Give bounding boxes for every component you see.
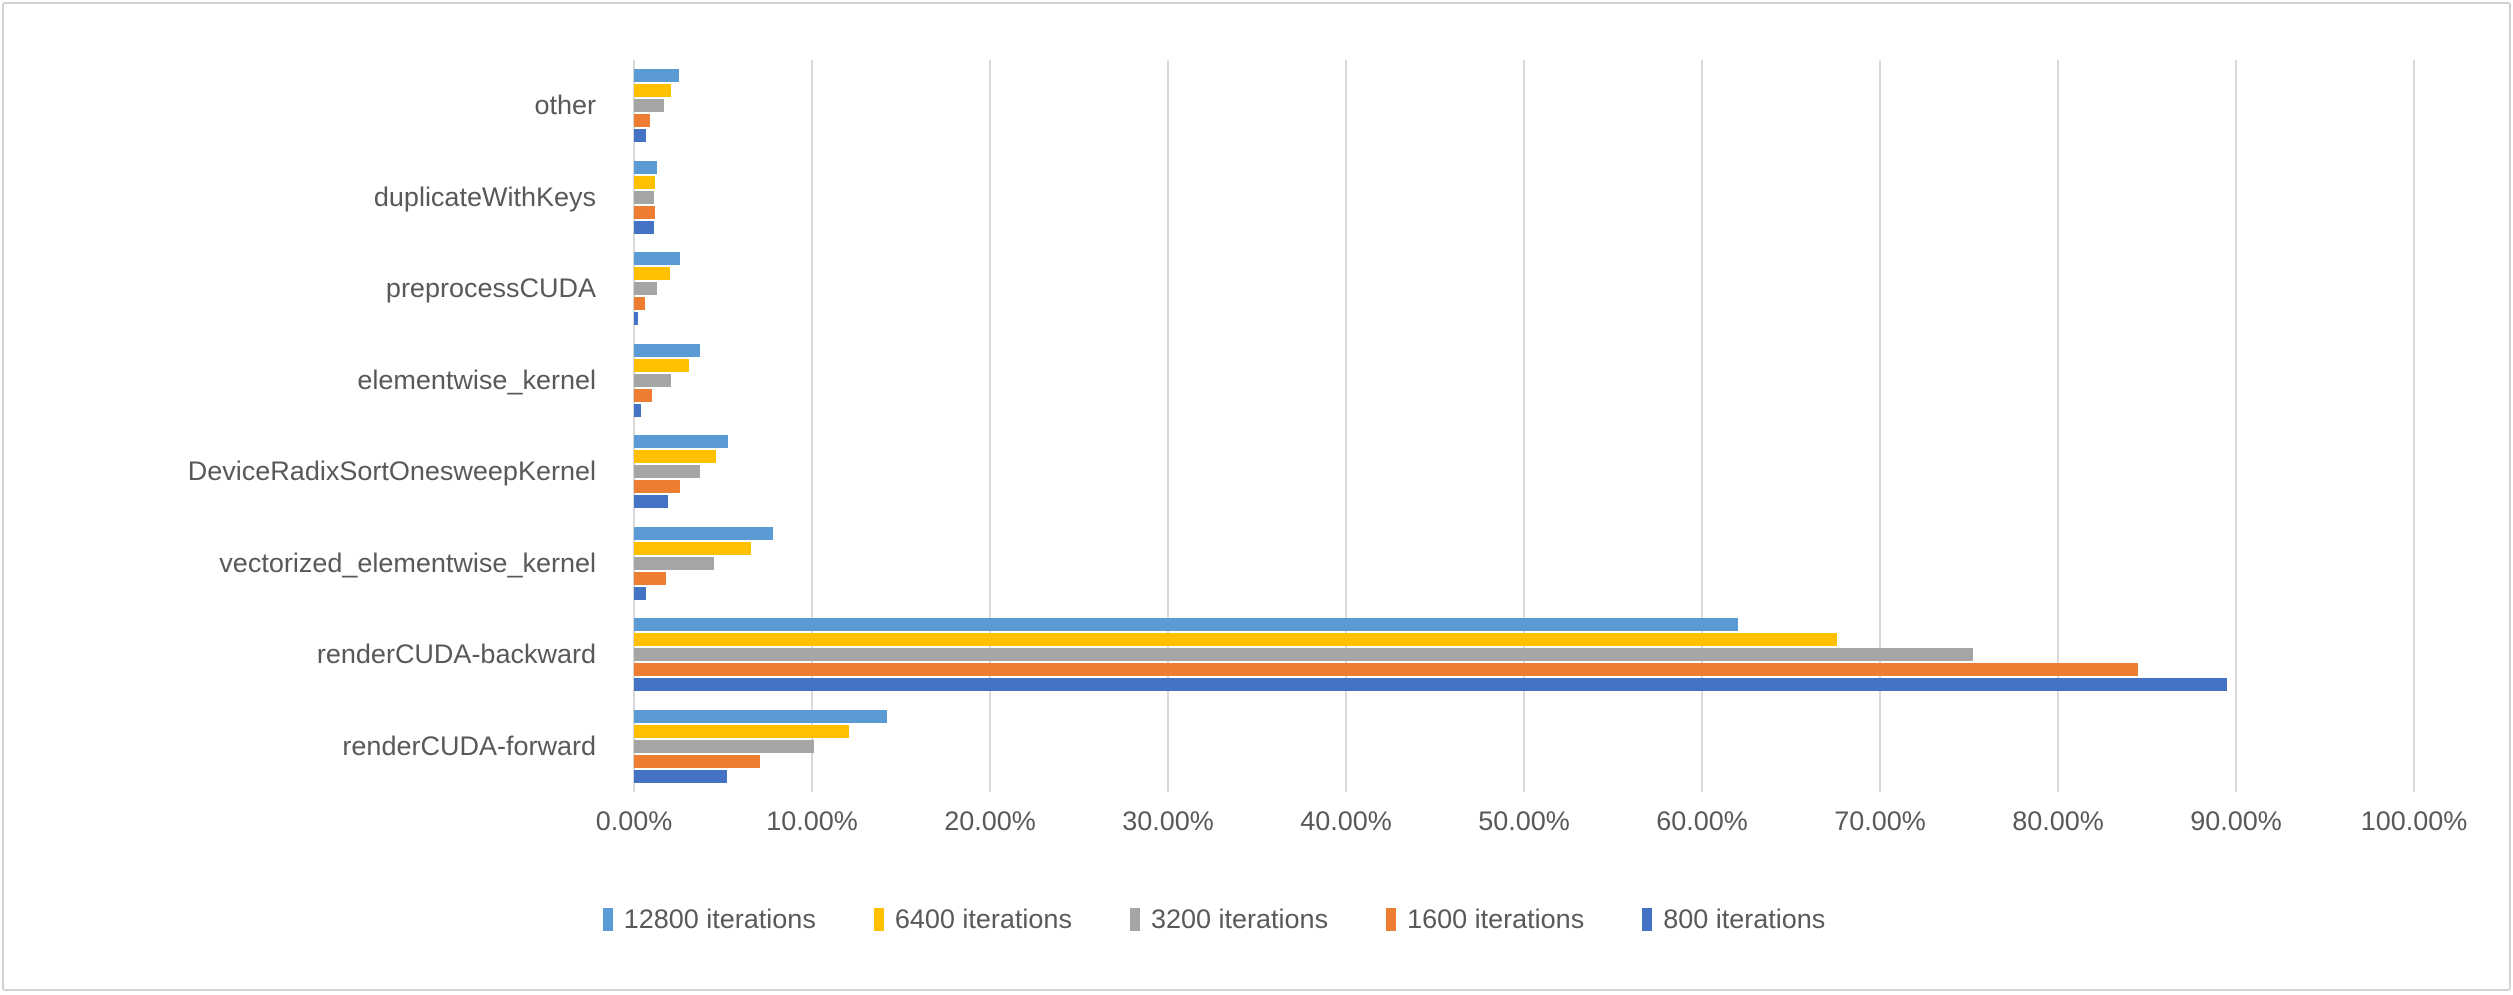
bar[interactable]	[634, 526, 773, 540]
bar[interactable]	[634, 586, 646, 600]
gridline	[1879, 60, 1881, 792]
bar[interactable]	[634, 129, 647, 143]
bar-groups	[634, 60, 2414, 792]
bar[interactable]	[634, 709, 887, 723]
legend-item[interactable]: 6400 iterations	[873, 904, 1072, 935]
legend-item[interactable]: 800 iterations	[1642, 904, 1825, 935]
plot-area	[633, 60, 2415, 792]
legend: 12800 iterations 6400 iterations 3200 iter…	[4, 904, 2424, 935]
bar-group	[634, 152, 2414, 244]
bar[interactable]	[634, 343, 700, 357]
bar-group	[634, 518, 2414, 610]
category-label: duplicateWithKeys	[373, 181, 596, 212]
legend-label: 1600 iterations	[1407, 904, 1585, 934]
gridline	[2413, 60, 2415, 792]
bar[interactable]	[634, 190, 654, 204]
bar[interactable]	[634, 495, 668, 509]
value-axis-tick: 100.00%	[2360, 806, 2468, 836]
bar[interactable]	[634, 267, 670, 281]
legend-marker-icon	[1386, 908, 1397, 931]
legend-marker-icon	[602, 908, 613, 931]
legend-marker-icon	[1642, 908, 1653, 931]
legend-label: 6400 iterations	[894, 904, 1072, 934]
bar[interactable]	[634, 175, 656, 189]
legend-item[interactable]: 12800 iterations	[602, 904, 816, 935]
bar[interactable]	[634, 160, 658, 174]
bar[interactable]	[634, 556, 715, 570]
gridline	[633, 60, 635, 792]
value-axis-tick: 60.00%	[1656, 806, 1748, 836]
bar[interactable]	[634, 297, 645, 311]
bar-group	[634, 426, 2414, 518]
bar[interactable]	[634, 450, 716, 464]
value-axis-tick: 70.00%	[1834, 806, 1926, 836]
bar-group	[634, 335, 2414, 427]
bar[interactable]	[634, 465, 700, 479]
bar-group	[634, 243, 2414, 335]
legend-item[interactable]: 3200 iterations	[1129, 904, 1329, 935]
category-label: renderCUDA-forward	[342, 730, 596, 761]
legend-marker-icon	[873, 908, 884, 931]
bar[interactable]	[634, 358, 690, 372]
gridline	[1701, 60, 1703, 792]
bar[interactable]	[634, 480, 681, 494]
gridline	[1345, 60, 1347, 792]
value-axis-tick: 20.00%	[944, 806, 1036, 836]
category-label: renderCUDA-backward	[316, 639, 596, 670]
bar[interactable]	[634, 84, 672, 98]
bar[interactable]	[634, 220, 654, 234]
value-axis-tick: 40.00%	[1300, 806, 1392, 836]
value-axis-tick: 90.00%	[2190, 806, 2282, 836]
value-axis-tick: 50.00%	[1478, 806, 1570, 836]
bar[interactable]	[634, 724, 850, 738]
legend-label: 12800 iterations	[623, 904, 816, 934]
bar[interactable]	[634, 769, 727, 783]
bar-group	[634, 701, 2414, 793]
bar[interactable]	[634, 571, 667, 585]
bar[interactable]	[634, 678, 2228, 692]
bar[interactable]	[634, 739, 814, 753]
legend-label: 3200 iterations	[1150, 904, 1329, 934]
value-axis-tick: 10.00%	[766, 806, 858, 836]
category-label: DeviceRadixSortOnesweepKernel	[187, 456, 596, 487]
bar[interactable]	[634, 403, 642, 417]
bar[interactable]	[634, 648, 1973, 662]
category-label: preprocessCUDA	[385, 273, 596, 304]
bar[interactable]	[634, 388, 652, 402]
bar[interactable]	[634, 312, 639, 326]
bar-group	[634, 609, 2414, 701]
bar[interactable]	[634, 282, 658, 296]
bar[interactable]	[634, 99, 665, 113]
category-label: elementwise_kernel	[357, 364, 596, 395]
bar[interactable]	[634, 114, 651, 128]
bar[interactable]	[634, 252, 681, 266]
gridline	[1167, 60, 1169, 792]
legend-label: 800 iterations	[1663, 904, 1826, 934]
category-label: vectorized_elementwise_kernel	[219, 547, 596, 578]
bar[interactable]	[634, 633, 1838, 647]
category-label: other	[534, 90, 596, 121]
bar[interactable]	[634, 541, 752, 555]
gridline	[989, 60, 991, 792]
bar[interactable]	[634, 663, 2139, 677]
value-axis-tick: 80.00%	[2012, 806, 2104, 836]
gridline	[811, 60, 813, 792]
bar[interactable]	[634, 435, 729, 449]
gridline	[2235, 60, 2237, 792]
legend-item[interactable]: 1600 iterations	[1386, 904, 1584, 935]
value-axis-tick: 0.00%	[595, 806, 673, 836]
gridline	[2057, 60, 2059, 792]
category-axis: other duplicateWithKeys preprocessCUDA elem…	[4, 60, 612, 792]
bar-group	[634, 60, 2414, 152]
bar[interactable]	[634, 618, 1738, 632]
bar[interactable]	[634, 205, 656, 219]
bar[interactable]	[634, 373, 672, 387]
value-axis-tick: 30.00%	[1122, 806, 1214, 836]
bar[interactable]	[634, 754, 761, 768]
value-axis: 0.00% 10.00% 20.00% 30.00% 40.00% 50.00% 60.00…	[596, 806, 2468, 846]
gridline	[1523, 60, 1525, 792]
bar[interactable]	[634, 69, 679, 83]
legend-marker-icon	[1129, 908, 1140, 931]
